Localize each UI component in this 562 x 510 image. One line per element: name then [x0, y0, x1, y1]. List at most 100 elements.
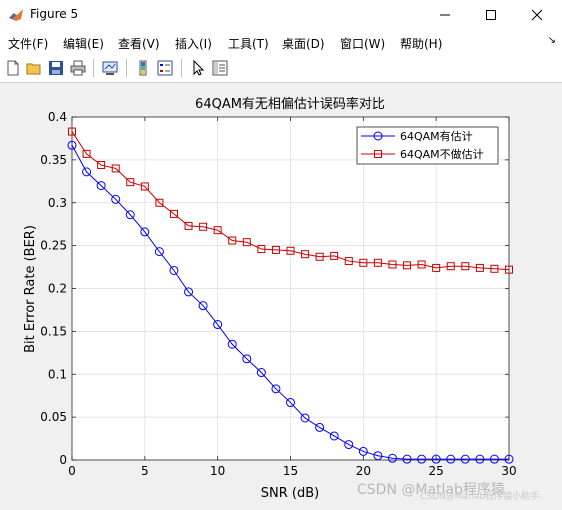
menu-desktop[interactable]: 桌面(D)	[282, 37, 325, 51]
data-point-series-1	[184, 287, 194, 297]
close-button[interactable]	[514, 0, 560, 30]
data-point-series-2	[169, 209, 178, 218]
menu-file[interactable]: 文件(F)	[8, 37, 49, 51]
data-point-series-1	[329, 431, 339, 441]
maximize-icon	[486, 10, 496, 20]
link-plot-icon[interactable]	[101, 59, 119, 77]
watermark: CSDN @Matlab程序猿	[357, 482, 505, 498]
data-point-series-1	[242, 354, 252, 364]
menu-insert[interactable]: 插入(I)	[175, 37, 212, 51]
data-point-series-1	[417, 454, 427, 464]
menu-tools[interactable]: 工具(T)	[228, 37, 269, 51]
data-point-series-2	[505, 265, 513, 274]
legend-marker-series-1	[373, 131, 383, 141]
data-point-series-1	[387, 453, 397, 463]
data-point-series-2	[97, 161, 106, 170]
legend-icon[interactable]	[156, 59, 174, 77]
x-tick-label: 25	[429, 464, 444, 478]
y-tick-label: 0.35	[40, 153, 67, 167]
data-series	[67, 127, 514, 464]
toolbar-separator	[126, 59, 127, 77]
pointer-icon[interactable]	[189, 59, 207, 77]
y-tick-label: 0.05	[40, 410, 67, 424]
data-point-series-2	[359, 258, 368, 267]
chart-title: 64QAM有无相偏估计误码率对比	[195, 96, 385, 112]
data-point-series-2	[140, 182, 149, 191]
data-point-series-2	[155, 198, 164, 207]
ber-chart: 0 5 10 15 20 25 30 0 0.05 0.1 0.15 0.2 0.25 0.3 0.35 0.…	[23, 96, 539, 502]
data-point-series-1	[358, 446, 368, 456]
figure-canvas: 0 5 10 15 20 25 30 0 0.05 0.1 0.15 0.2 0.25 0.3 0.35 0.…	[0, 83, 562, 506]
legend[interactable]: 64QAM有估计 64QAM不做估计	[356, 126, 499, 165]
data-point-series-2	[111, 164, 120, 173]
axis-ticks: 0 5 10 15 20 25 30 0 0.05 0.1 0.15 0.2 0.25 0.3 0.35 0.…	[40, 110, 516, 478]
data-point-series-2	[242, 238, 251, 247]
data-point-series-2	[475, 263, 484, 272]
data-point-series-1	[125, 210, 135, 220]
colorbar-icon[interactable]	[134, 59, 152, 77]
data-point-series-1	[300, 413, 310, 423]
data-point-series-2	[301, 250, 310, 259]
menu-bar: 文件(F) 编辑(E) 查看(V) 插入(I) 工具(T) 桌面(D) 窗口(W…	[0, 30, 562, 54]
data-point-series-1	[504, 454, 514, 464]
x-tick-label: 15	[283, 464, 298, 478]
legend-label-series-2: 64QAM不做估计	[400, 147, 484, 161]
data-point-series-1	[315, 422, 325, 432]
save-icon[interactable]	[47, 59, 65, 77]
data-point-series-1	[111, 194, 121, 204]
toolbar-separator	[93, 59, 94, 77]
matlab-logo-icon	[9, 9, 23, 21]
data-point-series-1	[271, 384, 281, 394]
data-point-series-1	[256, 368, 266, 378]
data-point-series-2	[446, 262, 455, 271]
data-point-series-2	[271, 245, 280, 254]
data-point-series-1	[402, 454, 412, 464]
x-tick-label: 10	[210, 464, 225, 478]
window-title: Figure 5	[30, 7, 79, 21]
data-point-series-1	[82, 167, 92, 177]
data-point-series-2	[344, 257, 353, 266]
y-tick-label: 0.2	[48, 282, 67, 296]
toolbar-separator	[181, 59, 182, 77]
x-tick-label: 5	[141, 464, 149, 478]
data-point-series-2	[388, 260, 397, 269]
open-file-icon[interactable]	[25, 59, 43, 77]
data-point-series-2	[126, 178, 135, 187]
grid-lines	[72, 117, 509, 460]
data-point-series-1	[373, 451, 383, 461]
data-point-series-1	[169, 265, 179, 275]
menu-help[interactable]: 帮助(H)	[400, 37, 443, 51]
data-point-series-1	[446, 454, 456, 464]
data-point-series-1	[460, 454, 470, 464]
data-point-series-2	[257, 245, 266, 254]
data-point-series-1	[213, 320, 223, 330]
legend-marker-series-2	[374, 150, 382, 158]
data-point-series-1	[140, 227, 150, 237]
x-axis-label: SNR (dB)	[261, 486, 319, 501]
x-tick-label: 0	[68, 464, 76, 478]
data-point-series-2	[490, 264, 499, 273]
data-point-series-2	[330, 251, 339, 260]
data-point-series-2	[403, 261, 412, 270]
minimize-button[interactable]	[422, 0, 468, 30]
data-point-series-2	[213, 226, 222, 235]
y-tick-label: 0.3	[48, 196, 67, 210]
menu-window[interactable]: 窗口(W)	[340, 37, 386, 51]
print-icon[interactable]	[69, 59, 87, 77]
y-tick-label: 0.25	[40, 239, 67, 253]
menu-view[interactable]: 查看(V)	[118, 37, 160, 51]
data-point-series-2	[82, 149, 91, 158]
data-point-series-2	[373, 258, 382, 267]
menu-edit[interactable]: 编辑(E)	[63, 37, 104, 51]
menu-overflow-icon[interactable]: ↘	[547, 35, 556, 46]
data-point-series-1	[154, 247, 164, 257]
y-tick-label: 0.1	[48, 367, 67, 381]
minimize-icon	[440, 14, 450, 16]
property-inspector-icon[interactable]	[211, 59, 229, 77]
maximize-button[interactable]	[468, 0, 514, 30]
x-tick-label: 30	[501, 464, 516, 478]
data-point-series-1	[344, 440, 354, 450]
legend-label-series-1: 64QAM有估计	[400, 129, 473, 143]
data-point-series-1	[227, 339, 237, 349]
new-figure-icon[interactable]	[4, 59, 22, 77]
